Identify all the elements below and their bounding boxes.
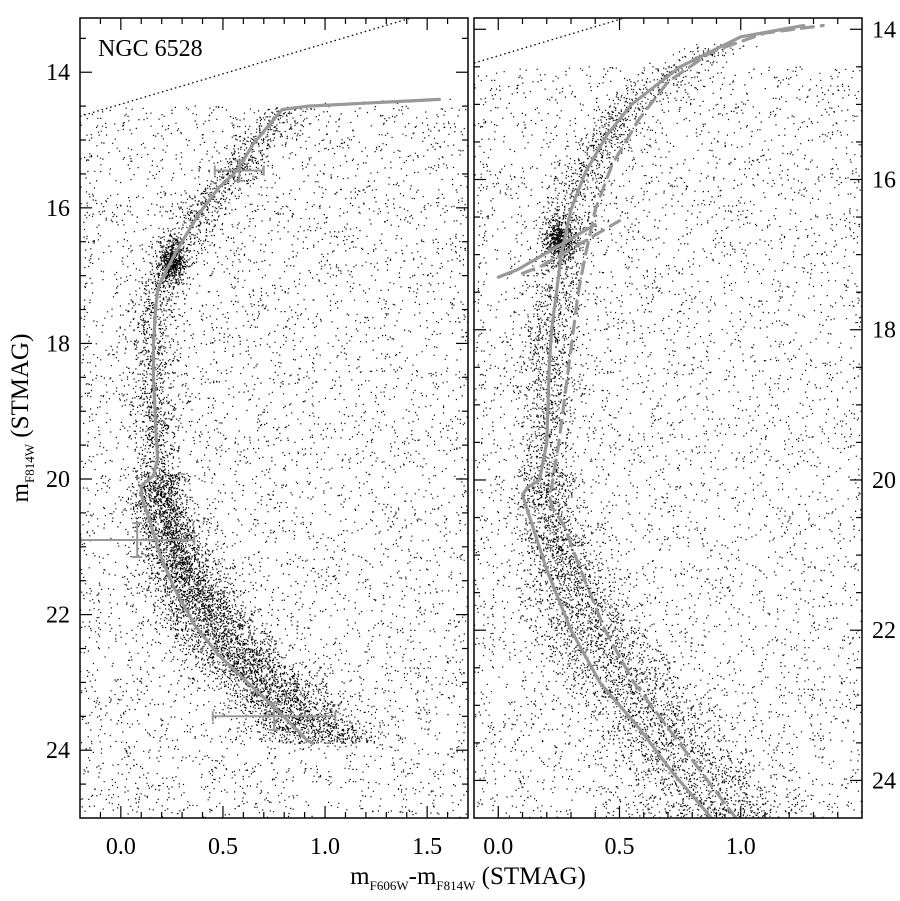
- xlabel-sub-b: F814W: [436, 878, 476, 893]
- right-ytick-label: 24: [872, 768, 896, 794]
- left-xtick-label: 0.0: [106, 834, 136, 860]
- right-ytick-label: 14: [872, 17, 896, 43]
- right-reference-line: [474, 18, 627, 64]
- left-ytick-label: 22: [46, 603, 70, 629]
- left-xtick-label: 1.0: [310, 834, 340, 860]
- ylabel-sub: F814W: [22, 443, 37, 483]
- left-panel: 14 16 18 20 22 24 0.0 0.5 1.0 1.5 NGC 6528: [46, 17, 469, 860]
- right-xtick-label: 1.0: [726, 834, 756, 860]
- ylabel-suffix: (STMAG): [7, 334, 34, 444]
- left-fit-lines: [80, 18, 441, 746]
- xlabel-suffix: (STMAG): [475, 863, 585, 890]
- right-fit-lines: [474, 18, 825, 818]
- right-ytick-label: 22: [872, 618, 896, 644]
- left-ytick-label: 14: [46, 60, 70, 86]
- right-plot-frame: [473, 17, 863, 819]
- xlabel-main-a: m: [350, 863, 370, 890]
- right-star-density: [474, 43, 862, 818]
- left-xtick-label: 1.5: [412, 834, 442, 860]
- left-error-bar-2: [211, 701, 337, 731]
- xlabel-dash: -m: [409, 863, 437, 890]
- right-series-3-line: [520, 219, 622, 275]
- right-series-0-line: [520, 23, 806, 818]
- left-error-bar-0: [213, 159, 265, 182]
- right-ytick-label: 20: [872, 468, 896, 494]
- right-axis-ticks: 14 16 18 20 22 24 0.0 0.5 1.0: [474, 17, 896, 860]
- left-xtick-label: 0.5: [208, 834, 238, 860]
- left-axis-ticks: 14 16 18 20 22 24 0.0 0.5 1.0 1.5: [46, 18, 468, 860]
- left-ytick-label: 16: [46, 196, 70, 222]
- right-xtick-label: 0.0: [483, 834, 513, 860]
- ylabel-main: m: [7, 482, 34, 502]
- left-ytick-label: 18: [46, 331, 70, 357]
- cluster-label: NGC 6528: [98, 36, 203, 62]
- left-error-bar-1: [80, 522, 196, 558]
- right-star-points: [474, 43, 862, 818]
- right-series-2-line: [496, 223, 597, 279]
- y-axis-title-text: mF814W (STMAG): [7, 334, 37, 503]
- right-ytick-label: 18: [872, 318, 896, 344]
- left-plot-frame: [79, 17, 469, 819]
- x-axis-title: mF606W-mF814W (STMAG): [350, 863, 586, 893]
- left-ytick-label: 20: [46, 467, 70, 493]
- left-ytick-label: 24: [46, 738, 70, 764]
- y-axis-title: mF814W (STMAG): [7, 334, 37, 503]
- right-ytick-label: 16: [872, 168, 896, 194]
- xlabel-sub-a: F606W: [370, 878, 410, 893]
- right-series-1-line: [547, 23, 825, 818]
- right-xtick-label: 0.5: [605, 834, 635, 860]
- right-panel: 14 16 18 20 22 24 0.0 0.5 1.0: [473, 17, 896, 860]
